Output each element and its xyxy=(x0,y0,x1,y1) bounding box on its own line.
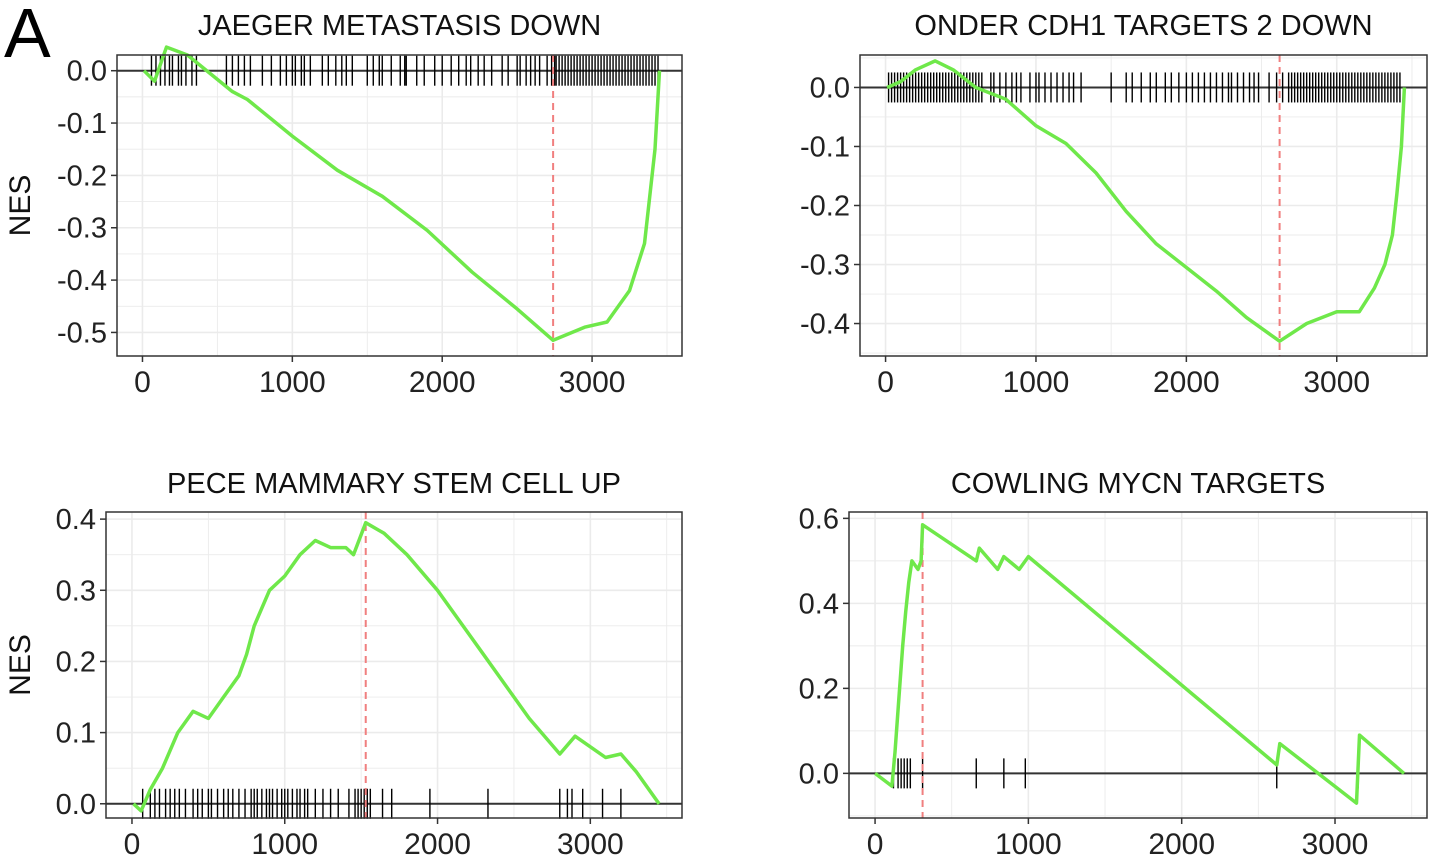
chart-panel: 0 1000 2000 3000 0.0 -0.1 -0.2 -0.3 -0.4 ONDER CD… xyxy=(800,10,1428,399)
enrichment-curve xyxy=(874,523,1406,805)
chart-title: PECE MAMMARY STEM CELL UP xyxy=(167,468,621,500)
x-tick-label: 3000 xyxy=(559,366,626,399)
x-tick-label: 1000 xyxy=(259,366,326,399)
y-tick-label: 0.0 xyxy=(56,789,96,821)
x-tick-label: 2000 xyxy=(409,366,476,399)
y-tick-label: 0.6 xyxy=(799,503,839,535)
x-tick-label: 0 xyxy=(877,366,894,399)
plot-background xyxy=(117,55,682,356)
y-tick-label: -0.1 xyxy=(800,131,850,163)
x-tick-label: 0 xyxy=(124,828,141,861)
chart-panel: 0 1000 2000 3000 0.6 0.4 0.2 0.0 COWLING MYCN TA… xyxy=(799,468,1428,861)
y-tick-label: -0.4 xyxy=(57,265,107,297)
enrichment-curve xyxy=(886,59,1407,343)
x-tick-label: 2000 xyxy=(1153,366,1220,399)
plot-frame xyxy=(116,54,683,357)
x-tick-label: 1000 xyxy=(251,828,318,861)
y-tick-label: 0.2 xyxy=(799,673,839,705)
y-tick-label: -0.5 xyxy=(57,317,107,349)
y-axis-label: NES xyxy=(4,175,37,237)
y-tick-label: -0.3 xyxy=(800,250,850,282)
y-tick-label: -0.2 xyxy=(800,191,850,223)
chart-title: ONDER CDH1 TARGETS 2 DOWN xyxy=(914,10,1372,42)
x-tick-label: 3000 xyxy=(1302,828,1369,861)
chart-panel: 0 1000 2000 3000 0.4 0.3 0.2 0.1 0.0 PECE MAMMARY… xyxy=(4,468,683,861)
y-tick-label: 0.0 xyxy=(810,72,850,104)
chart-panel: 0 1000 2000 3000 0.0 -0.1 -0.2 -0.3 -0.4 -0.5 JAEG… xyxy=(4,10,683,399)
panel-label: A xyxy=(4,0,51,72)
x-tick-label: 1000 xyxy=(995,828,1062,861)
y-tick-label: 0.4 xyxy=(799,588,839,620)
x-tick-label: 2000 xyxy=(1148,828,1215,861)
y-tick-label: 0.0 xyxy=(799,758,839,790)
y-tick-label: -0.1 xyxy=(57,108,107,140)
x-tick-label: 0 xyxy=(867,828,884,861)
y-tick-label: -0.4 xyxy=(800,309,850,341)
y-tick-label: -0.2 xyxy=(57,160,107,192)
y-tick-label: 0.2 xyxy=(56,646,96,678)
y-axis-label: NES xyxy=(4,634,37,696)
y-tick-label: 0.3 xyxy=(56,575,96,607)
plot-background xyxy=(849,512,1427,818)
x-tick-label: 3000 xyxy=(1303,366,1370,399)
enrichment-curve xyxy=(132,520,661,813)
plot-background xyxy=(106,512,682,818)
y-tick-label: -0.3 xyxy=(57,213,107,245)
chart-title: COWLING MYCN TARGETS xyxy=(951,468,1325,500)
x-tick-label: 3000 xyxy=(557,828,624,861)
y-tick-label: 0.1 xyxy=(56,718,96,750)
plot-frame xyxy=(105,511,683,819)
x-tick-label: 2000 xyxy=(404,828,471,861)
y-tick-label: 0.0 xyxy=(67,56,107,88)
y-tick-label: 0.4 xyxy=(56,504,96,536)
chart-title: JAEGER METASTASIS DOWN xyxy=(198,10,601,42)
x-tick-label: 1000 xyxy=(1003,366,1070,399)
plot-frame xyxy=(848,511,1428,819)
x-tick-label: 0 xyxy=(134,366,151,399)
